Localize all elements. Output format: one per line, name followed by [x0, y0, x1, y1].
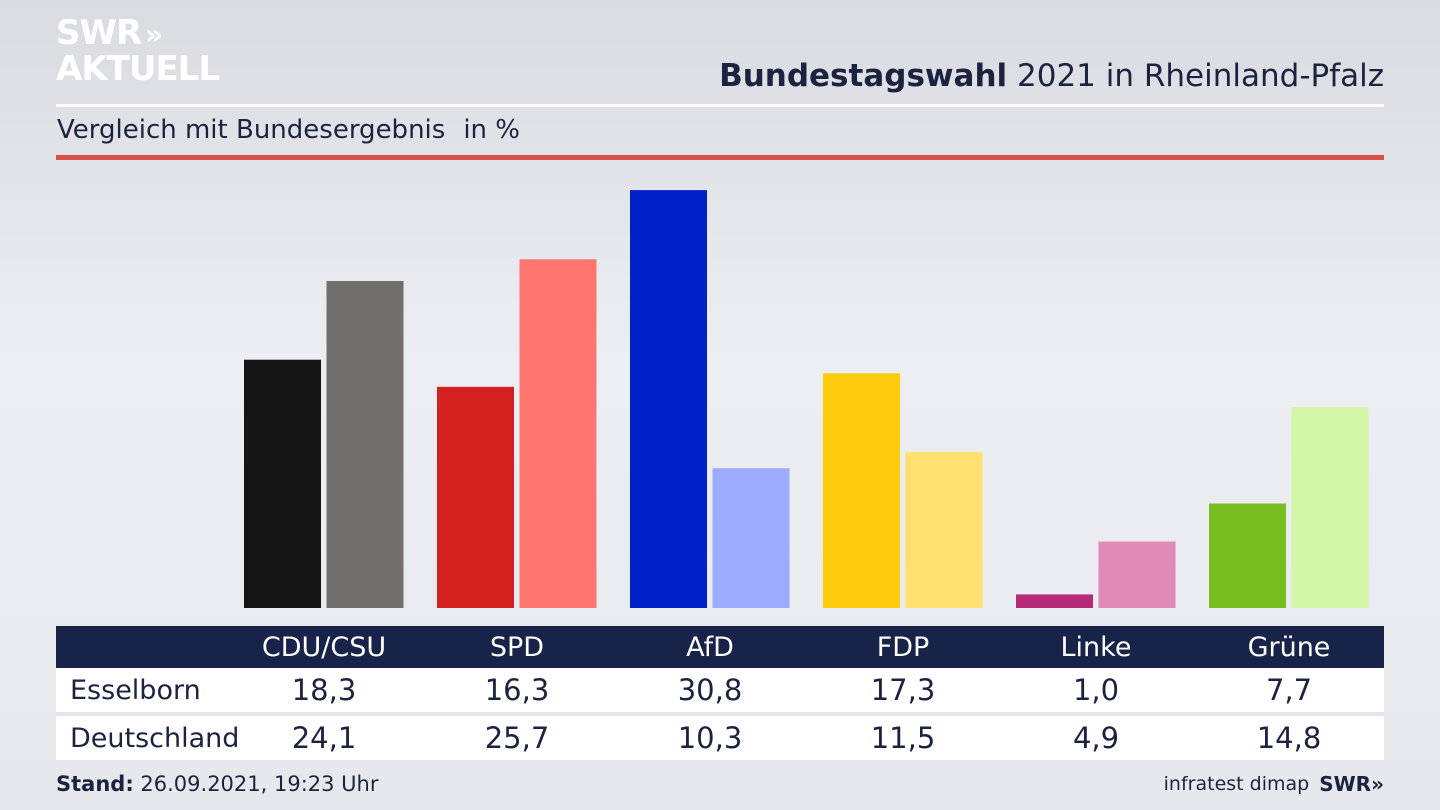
bar-fdp-esselborn — [823, 373, 900, 608]
bar-fdp-deutschland — [905, 451, 983, 608]
column-header: CDU/CSU — [261, 631, 387, 663]
table-cell: 24,1 — [291, 721, 357, 755]
table-cell: 4,9 — [1072, 721, 1120, 755]
source-credit: infratest dimap SWR» — [1164, 772, 1384, 796]
stand-value: 26.09.2021, 19:23 Uhr — [133, 772, 379, 796]
bar-linke-deutschland — [1098, 541, 1176, 608]
swr-aktuell-logo: SWR» AKTUELL — [56, 13, 220, 89]
table-header: CDU/CSU SPD AfD FDP Linke Grüne — [56, 626, 1384, 668]
row-label: Esselborn — [70, 674, 201, 706]
logo-text-aktuell: AKTUELL — [56, 49, 220, 89]
bar-gr-ne-esselborn — [1209, 503, 1286, 608]
column-header: AfD — [686, 631, 734, 663]
source-text: infratest dimap — [1163, 773, 1310, 795]
subtitle: Vergleich mit Bundesergebnis in % — [57, 115, 520, 145]
column-header: Linke — [1060, 631, 1132, 663]
page-title: Bundestagswahl 2021 in Rheinland-Pfalz — [719, 58, 1384, 94]
column-header: FDP — [876, 631, 930, 663]
bar-afd-deutschland — [712, 468, 790, 608]
column-header: Grüne — [1247, 631, 1331, 663]
title-bold: Bundestagswahl — [719, 58, 1008, 94]
table-row-national: Deutschland 24,1 25,7 10,3 11,5 4,9 14,8 — [56, 716, 1384, 760]
bar-spd-deutschland — [519, 259, 597, 608]
bar-gr-ne-deutschland — [1291, 407, 1369, 608]
bar-spd-esselborn — [437, 386, 514, 608]
timestamp: Stand: 26.09.2021, 19:23 Uhr — [56, 772, 379, 796]
bar-chart — [244, 190, 1369, 608]
table-cell: 16,3 — [484, 673, 550, 707]
title-divider — [56, 104, 1384, 107]
table-cell: 1,0 — [1072, 673, 1120, 707]
row-label: Deutschland — [70, 722, 240, 754]
column-header: SPD — [489, 631, 545, 663]
table-cell: 7,7 — [1265, 673, 1313, 707]
bar-cdu-csu-deutschland — [326, 281, 404, 608]
accent-rule — [56, 155, 1384, 160]
subtitle-text: Vergleich mit Bundesergebnis — [57, 115, 446, 145]
title-rest: 2021 in Rheinland-Pfalz — [1007, 58, 1384, 94]
logo-arrows-icon: » — [145, 18, 163, 51]
table-cell: 30,8 — [677, 673, 743, 707]
table-cell: 25,7 — [484, 721, 550, 755]
table-cell: 11,5 — [870, 721, 936, 755]
stand-label: Stand: — [56, 772, 134, 796]
table-row-local: Esselborn 18,3 16,3 30,8 17,3 1,0 7,7 — [56, 668, 1384, 716]
logo-text-swr: SWR — [56, 13, 142, 53]
bar-cdu-csu-esselborn — [244, 359, 321, 608]
table-cell: 10,3 — [677, 721, 743, 755]
table-cell: 18,3 — [291, 673, 357, 707]
results-table: CDU/CSU SPD AfD FDP Linke Grüne Esselborn 18,… — [56, 626, 1384, 760]
subtitle-unit: in % — [463, 115, 520, 145]
table-cell: 17,3 — [870, 673, 936, 707]
bar-linke-esselborn — [1016, 594, 1093, 608]
bar-afd-esselborn — [630, 190, 707, 608]
swr-logo-small: SWR» — [1319, 772, 1384, 796]
table-cell: 14,8 — [1256, 721, 1322, 755]
